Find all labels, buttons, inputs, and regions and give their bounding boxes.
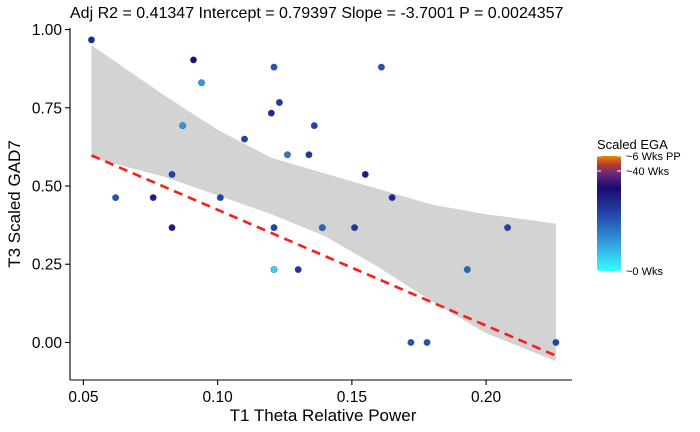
confidence-band-layer (91, 45, 556, 362)
legend-colorbar (597, 156, 621, 271)
data-point (361, 170, 369, 178)
data-point (179, 122, 187, 130)
data-point (423, 338, 431, 346)
data-point (305, 151, 313, 159)
data-point (87, 36, 95, 44)
data-point (504, 224, 512, 232)
data-point (552, 338, 560, 346)
chart-title: Adj R2 = 0.41347 Intercept = 0.79397 Slo… (70, 5, 564, 22)
data-point (270, 266, 278, 274)
data-point (377, 63, 385, 71)
data-point (198, 79, 206, 87)
data-point (112, 194, 120, 202)
y-tick-label: 0.75 (32, 100, 62, 117)
axes: 0.05 0.10 0.15 0.20 0.00 0.25 0.50 0.75 1.00 (32, 22, 572, 406)
data-point (275, 98, 283, 106)
data-point (240, 135, 248, 143)
y-tick-label: 0.25 (32, 257, 62, 274)
data-point (283, 151, 291, 159)
data-point (463, 266, 471, 274)
legend-label: ~0 Wks (626, 266, 663, 278)
data-point (216, 194, 224, 202)
data-point (270, 63, 278, 71)
legend-label: ~6 Wks PP (626, 151, 681, 163)
x-tick-label: 0.15 (337, 389, 367, 406)
y-tick-label: 0.00 (32, 335, 63, 352)
confidence-band (91, 45, 556, 362)
y-tick-label: 1.00 (32, 22, 63, 39)
regression-line-layer (90, 154, 557, 357)
data-point (168, 224, 176, 232)
regression-line (90, 154, 557, 357)
x-axis-title: T1 Theta Relative Power (230, 406, 417, 425)
data-point (294, 266, 302, 274)
x-tick-label: 0.05 (68, 389, 98, 406)
y-axis-title: T3 Scaled GAD7 (5, 140, 24, 268)
data-point (168, 170, 176, 178)
y-tick-label: 0.50 (32, 179, 63, 196)
legend: Scaled EGA ~6 Wks PP ~40 Wks ~0 Wks (597, 137, 681, 278)
data-point (351, 224, 359, 232)
data-point (149, 194, 157, 202)
data-point (388, 194, 396, 202)
x-tick-label: 0.10 (203, 389, 234, 406)
legend-label: ~40 Wks (626, 166, 670, 178)
data-point (189, 56, 197, 64)
data-point (267, 109, 275, 117)
data-point (310, 122, 318, 130)
data-point (407, 338, 415, 346)
x-tick-label: 0.20 (471, 389, 502, 406)
data-point (270, 224, 278, 232)
legend-title: Scaled EGA (597, 137, 668, 152)
data-point (318, 224, 326, 232)
data-points-layer (87, 36, 560, 346)
